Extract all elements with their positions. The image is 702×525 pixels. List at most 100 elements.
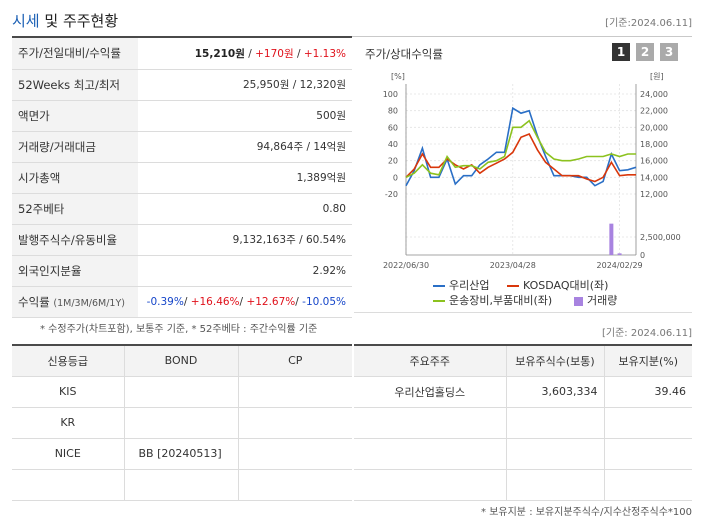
table-row: KR	[12, 407, 352, 439]
bond-cell	[123, 407, 238, 439]
series-line-3	[405, 119, 636, 179]
column-header: 보유주식수(보통)	[505, 344, 604, 377]
legend-swatch	[574, 296, 583, 306]
price-change: +170원	[255, 47, 294, 60]
cp-cell	[237, 469, 352, 501]
y-left-tick-label: 0	[393, 173, 398, 182]
holder-name	[354, 407, 506, 439]
legend-item-volume: 거래량	[574, 292, 617, 308]
y-right-tick-label: 14,000	[640, 173, 668, 182]
separator: /	[239, 295, 247, 308]
holder-name	[354, 469, 506, 501]
y-right-unit: [원]	[650, 72, 664, 81]
line-chart: [%] [원] 100 24,000 80 22,000 60 20,000 40 18,000 2…	[383, 72, 681, 270]
column-header: CP	[237, 344, 352, 377]
table-row: KIS	[12, 376, 352, 408]
table-row: 액면가 500원	[12, 100, 352, 132]
return-1m: -0.39%	[146, 295, 184, 308]
row-label: 외국인지분율	[12, 255, 138, 287]
volume-tick-label: 2,500,000	[640, 233, 681, 242]
row-value: 500원	[138, 100, 352, 132]
return-1y: -10.05%	[302, 295, 346, 308]
header-divider-right	[352, 36, 692, 37]
x-tick-label: 2022/06/30	[383, 261, 429, 270]
table-row	[354, 407, 692, 439]
holder-shares	[505, 438, 604, 470]
column-header: 주요주주	[354, 344, 506, 377]
price-rate: +1.13%	[303, 47, 346, 60]
table-row	[12, 469, 352, 501]
holder-shares: 3,603,334	[505, 376, 604, 408]
reference-date-2: [기준: 2024.06.11]	[601, 328, 692, 339]
table-row: NICE BB [20240513]	[12, 438, 352, 470]
holder-pct	[603, 469, 692, 501]
row-label: 52Weeks 최고/최저	[12, 69, 138, 101]
table-row: 시가총액 1,389억원	[12, 162, 352, 194]
y-right-tick-label: 22,000	[640, 107, 668, 116]
price-note: * 수정주가(차트포함), 보통주 기준, * 52주베타 : 주간수익률 기준	[40, 324, 318, 335]
table-row: 주가/전일대비/수익률 15,210원 / +170원 / +1.13%	[12, 38, 352, 70]
y-left-tick-label: 80	[388, 107, 398, 116]
table-row	[354, 469, 692, 501]
chart-lines	[405, 106, 637, 187]
price-value: 15,210원 / +170원 / +1.13%	[138, 38, 352, 70]
reference-date: [기준:2024.06.11]	[605, 18, 692, 29]
y-right-tick-label: 16,000	[640, 157, 668, 166]
separator: /	[183, 295, 191, 308]
section-title: 시세 및 주주현황	[12, 10, 118, 31]
bond-cell	[123, 469, 238, 501]
legend-label: 운송장비,부품대비(좌)	[449, 294, 553, 307]
row-label: 거래량/거래대금	[12, 131, 138, 163]
separator: /	[244, 47, 256, 60]
title-rest: 및 주주현황	[39, 12, 119, 30]
return-6m: +12.67%	[246, 295, 296, 308]
table-row	[354, 438, 692, 470]
chart-button-3[interactable]: 3	[660, 43, 678, 61]
price-table: 주가/전일대비/수익률 15,210원 / +170원 / +1.13% 52W…	[12, 38, 352, 318]
row-value: 0.80	[138, 193, 352, 225]
cp-cell	[237, 376, 352, 408]
volume-bar	[609, 223, 614, 255]
separator: /	[293, 47, 304, 60]
y-left-tick-label: 20	[388, 157, 398, 166]
table-row: 우리산업홀딩스 3,603,334 39.46	[354, 376, 692, 408]
chart-axes	[405, 84, 637, 256]
legend-item-s3: 운송장비,부품대비(좌)	[433, 292, 552, 308]
holder-pct	[603, 407, 692, 439]
y-left-tick-label: -20	[385, 190, 398, 199]
holder-shares	[505, 407, 604, 439]
legend-item-s1: 우리산업	[433, 277, 489, 293]
legend-label: KOSDAQ대비(좌)	[523, 279, 609, 292]
row-label: 수익률 (1M/3M/6M/1Y)	[12, 286, 138, 318]
legend-swatch	[507, 285, 519, 287]
row-label: 시가총액	[12, 162, 138, 194]
chart-button-2[interactable]: 2	[636, 43, 654, 61]
table-header-row: 신용등급 BOND CP	[12, 344, 352, 377]
x-tick-label: 2023/04/28	[490, 261, 536, 270]
y-left-unit: [%]	[391, 72, 405, 81]
y-right-tick-label: 20,000	[640, 123, 668, 132]
holder-name[interactable]: 우리산업홀딩스	[354, 376, 506, 408]
header-divider	[12, 36, 352, 38]
row-value: 25,950원 / 12,320원	[138, 69, 352, 101]
chart-title: 주가/상대수익률	[365, 47, 443, 61]
row-label: 발행주식수/유동비율	[12, 224, 138, 256]
current-price: 15,210원	[194, 47, 245, 60]
volume-bars	[609, 223, 622, 255]
y-right-tick-label: 24,000	[640, 90, 668, 99]
column-header: 보유지분(%)	[603, 344, 692, 377]
holder-pct	[603, 438, 692, 470]
legend-label: 우리산업	[449, 279, 490, 292]
bond-cell	[123, 376, 238, 408]
series-line-1	[405, 106, 637, 187]
agency-cell	[12, 469, 124, 501]
y-left-tick-label: 60	[388, 123, 398, 132]
column-header: 신용등급	[12, 344, 124, 377]
legend-swatch	[433, 285, 445, 287]
separator: /	[295, 295, 303, 308]
chart-button-1[interactable]: 1	[612, 43, 630, 61]
chart-labels: [%] [원] 100 24,000 80 22,000 60 20,000 40 18,000 2…	[383, 72, 681, 270]
column-header: BOND	[123, 344, 238, 377]
row-value: 94,864주 / 14억원	[138, 131, 352, 163]
holder-name	[354, 438, 506, 470]
